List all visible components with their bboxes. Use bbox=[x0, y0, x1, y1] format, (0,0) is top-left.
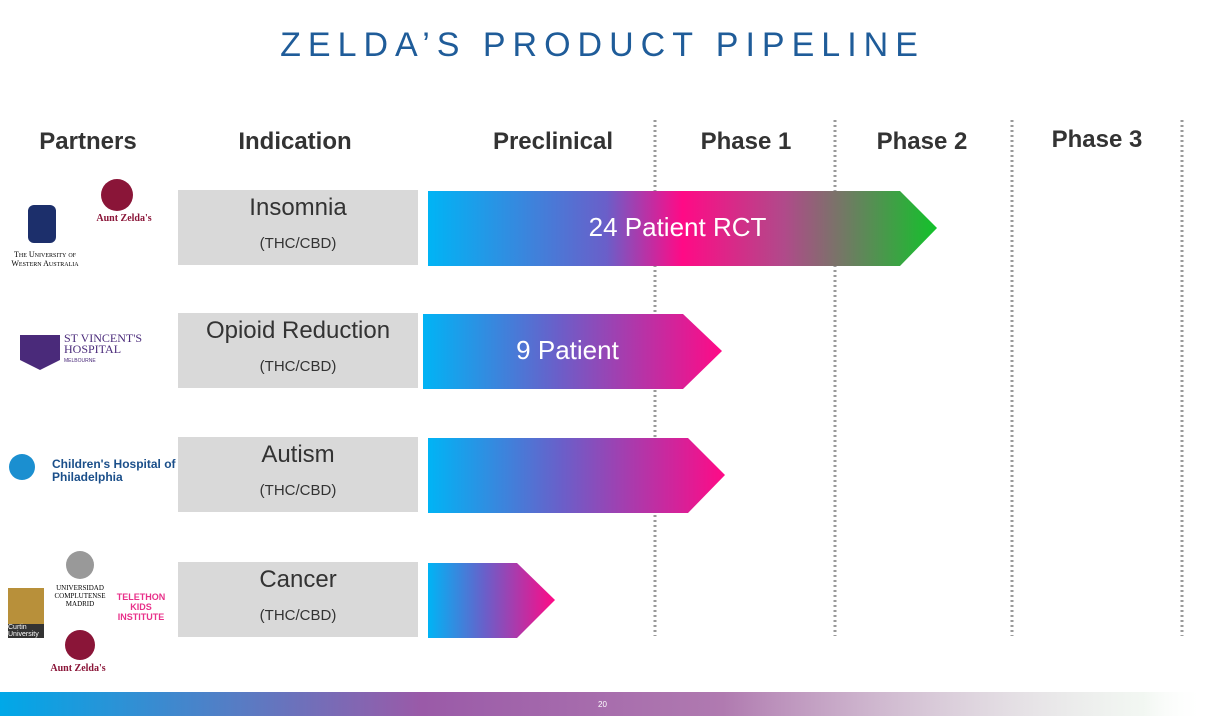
indication: Opioid Reduction bbox=[205, 317, 391, 344]
compound: (THC/CBD) bbox=[259, 482, 337, 499]
logo-emblem bbox=[8, 588, 44, 624]
logo-text: The University of Western Australia bbox=[11, 250, 79, 268]
compound: (THC/CBD) bbox=[259, 235, 337, 252]
logo-text: MELBOURNE bbox=[64, 358, 96, 364]
progress-arrow bbox=[423, 314, 722, 389]
indication-box bbox=[178, 313, 418, 388]
progress-arrow bbox=[428, 438, 725, 513]
column-header: Partners bbox=[39, 128, 137, 155]
footer-band bbox=[0, 692, 1205, 716]
column-header: Preclinical bbox=[492, 128, 614, 155]
column-header: Indication bbox=[238, 128, 352, 155]
indication-box bbox=[178, 562, 418, 637]
indication-box bbox=[178, 190, 418, 265]
logo-emblem bbox=[66, 551, 94, 579]
bar-label: 9 Patient bbox=[516, 335, 619, 365]
logo-emblem bbox=[101, 179, 133, 211]
indication-box bbox=[178, 437, 418, 512]
logo-text: Children's Hospital of Philadelphia bbox=[52, 457, 176, 484]
column-header: Phase 1 bbox=[700, 128, 792, 155]
page-number: 20 bbox=[598, 700, 607, 709]
logo-text: ST VINCENT'S HOSPITAL bbox=[64, 331, 143, 356]
compound: (THC/CBD) bbox=[259, 607, 337, 624]
compound: (THC/CBD) bbox=[259, 358, 337, 375]
indication: Insomnia bbox=[249, 194, 347, 221]
logo-emblem bbox=[9, 454, 35, 480]
indication: Autism bbox=[261, 441, 335, 468]
logo-emblem bbox=[20, 335, 60, 370]
logo-text: UNIVERSIDAD COMPLUTENSE MADRID bbox=[54, 584, 106, 608]
bar-label: 24 Patient RCT bbox=[588, 212, 767, 242]
logo-text: TELETHON KIDS INSTITUTE bbox=[116, 592, 166, 622]
logo-text: Aunt Zelda's bbox=[50, 663, 106, 674]
column-header: Phase 2 bbox=[876, 128, 968, 155]
title: ZELDA’S PRODUCT PIPELINE bbox=[280, 26, 925, 64]
progress-arrow bbox=[428, 563, 555, 638]
logo-emblem bbox=[28, 205, 56, 243]
logo-text: Curtin University bbox=[8, 624, 44, 638]
indication: Cancer bbox=[259, 566, 337, 593]
column-header: Phase 3 bbox=[1051, 126, 1143, 153]
progress-arrow bbox=[428, 191, 937, 266]
logo-emblem bbox=[65, 630, 95, 660]
logo-text: Aunt Zelda's bbox=[96, 213, 152, 224]
